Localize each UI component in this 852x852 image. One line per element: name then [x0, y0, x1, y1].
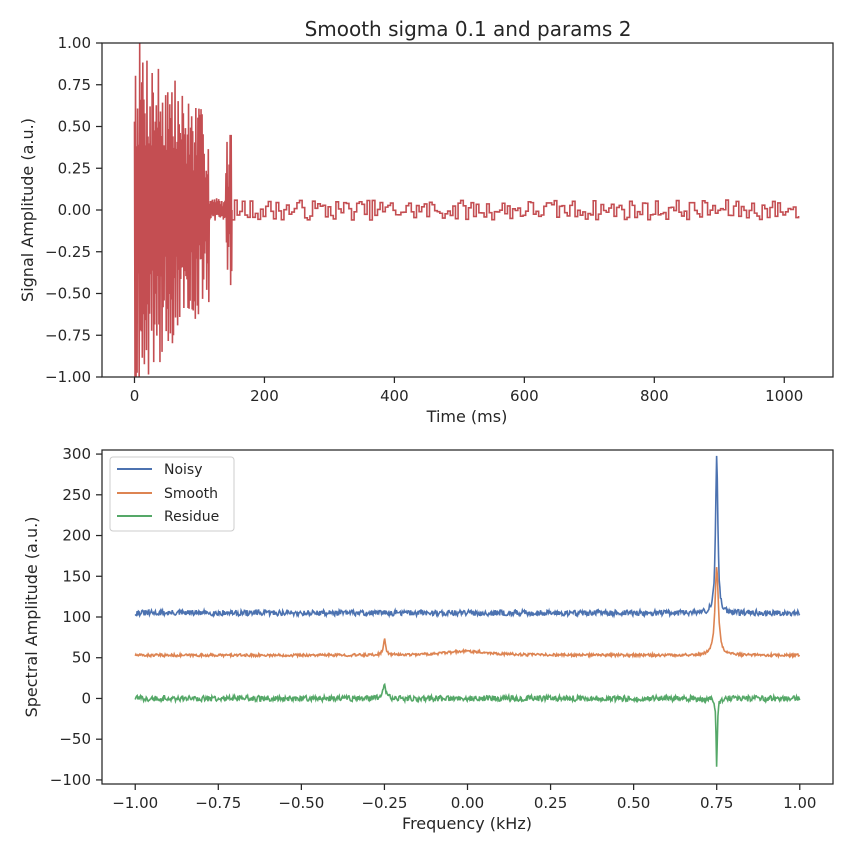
time-y-tick-label: 0.50 [58, 118, 91, 136]
freq-x-label: Frequency (kHz) [402, 814, 532, 833]
freq-y-tick-label: 50 [72, 649, 91, 667]
time-y-tick-label: −0.75 [45, 326, 91, 344]
time-x-tick-label: 400 [380, 387, 409, 405]
freq-x-tick-label: −0.50 [278, 794, 324, 812]
time-y-tick-label: −0.25 [45, 243, 91, 261]
freq-x-tick-label: 0.50 [617, 794, 650, 812]
time-x-label: Time (ms) [426, 407, 508, 426]
time-x-tick-label: 600 [510, 387, 539, 405]
freq-x-tick-label: 0.75 [700, 794, 733, 812]
time-y-tick-label: 0.75 [58, 76, 91, 94]
freq-x-tick-label: 1.00 [783, 794, 816, 812]
frequency-series-group [134, 455, 801, 767]
freq-x-tick-label: −1.00 [112, 794, 158, 812]
freq-y-label: Spectral Amplitude (a.u.) [22, 517, 41, 718]
legend-frame [109, 456, 235, 532]
freq-x-tick-label: −0.75 [195, 794, 241, 812]
time-y-tick-label: −0.50 [45, 285, 91, 303]
time-y-tick-label: 0.00 [58, 201, 91, 219]
time-domain-chart: 0 200 400 600 800 1000 −1.00 −0.75 −0.50 −0.25 0.… [18, 34, 834, 426]
figure-title: Smooth sigma 0.1 and params 2 [305, 17, 632, 41]
freq-y-tick-label: 100 [62, 608, 91, 626]
freq-x-ticks: −1.00 −0.75 −0.50 −0.25 0.00 0.25 0.50 0.75 1.00 [112, 784, 816, 812]
legend-label-smooth: Smooth [164, 486, 218, 502]
freq-y-tick-label: 150 [62, 567, 91, 585]
time-y-tick-label: 0.25 [58, 159, 91, 177]
time-y-ticks: −1.00 −0.75 −0.50 −0.25 0.00 0.25 0.50 0.75 1.00 [45, 34, 102, 386]
time-x-tick-label: 200 [250, 387, 279, 405]
time-y-tick-label: 1.00 [58, 34, 91, 52]
legend: Noisy Smooth Residue [109, 456, 235, 532]
legend-label-noisy: Noisy [164, 462, 203, 478]
freq-x-tick-label: 0.25 [534, 794, 567, 812]
time-x-tick-label: 1000 [765, 387, 803, 405]
time-x-tick-label: 0 [130, 387, 140, 405]
series-residue-line [134, 682, 801, 767]
frequency-domain-chart: −1.00 −0.75 −0.50 −0.25 0.00 0.25 0.50 0.75 1.00… [22, 445, 834, 833]
time-x-ticks: 0 200 400 600 800 1000 [130, 377, 803, 405]
freq-y-tick-label: −100 [50, 771, 91, 789]
freq-x-tick-label: 0.00 [451, 794, 484, 812]
series-smooth-line [134, 567, 801, 660]
time-x-tick-label: 800 [640, 387, 669, 405]
time-y-label: Signal Amplitude (a.u.) [18, 118, 37, 302]
freq-y-ticks: −100 −50 0 50 100 150 200 250 300 [50, 445, 102, 789]
freq-y-tick-label: 200 [62, 527, 91, 545]
series-noisy-line [134, 455, 801, 619]
freq-y-tick-label: 250 [62, 486, 91, 504]
time-series-group [133, 42, 800, 378]
time-y-tick-label: −1.00 [45, 368, 91, 386]
legend-label-residue: Residue [164, 509, 219, 525]
freq-y-tick-label: 0 [81, 689, 91, 707]
freq-y-tick-label: −50 [59, 730, 91, 748]
freq-x-tick-label: −0.25 [361, 794, 407, 812]
series-signal-line [133, 42, 800, 378]
freq-y-tick-label: 300 [62, 445, 91, 463]
